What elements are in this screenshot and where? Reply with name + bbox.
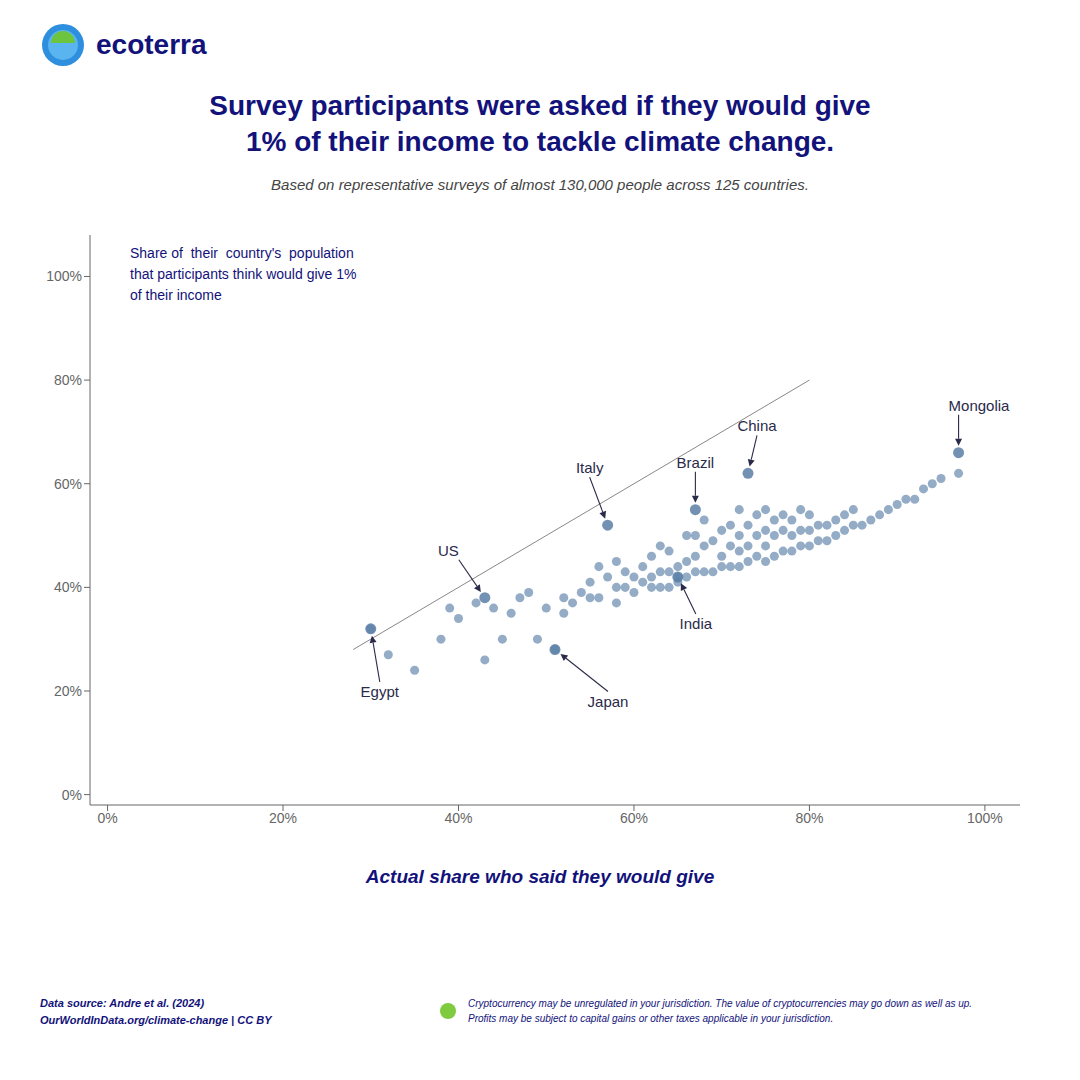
svg-text:0%: 0% (97, 810, 117, 826)
svg-text:India: India (680, 615, 713, 632)
svg-text:Mongolia: Mongolia (949, 397, 1011, 414)
svg-text:0%: 0% (62, 787, 82, 803)
svg-text:Egypt: Egypt (361, 683, 400, 700)
svg-text:20%: 20% (54, 683, 82, 699)
html-text:Survey participants were asked: Survey participants were asked if they w… (209, 90, 871, 158)
html-text:Data source: Andre et al. (202: Data source: Andre et al. (2024) OurWorl… (40, 997, 272, 1026)
svg-text:40%: 40% (54, 579, 82, 595)
svg-text:Italy: Italy (576, 459, 604, 476)
svg-text:20%: 20% (269, 810, 297, 826)
svg-text:80%: 80% (795, 810, 823, 826)
svg-text:100%: 100% (46, 268, 82, 284)
svg-text:80%: 80% (54, 372, 82, 388)
svg-text:Brazil: Brazil (677, 454, 715, 471)
svg-text:China: China (737, 417, 777, 434)
html-text:Actual share who said they wou: Actual share who said they would give (365, 866, 715, 887)
svg-text:60%: 60% (620, 810, 648, 826)
svg-text:100%: 100% (967, 810, 1003, 826)
html-text:Cryptocurrency may be unregula: Cryptocurrency may be unregulated in you… (468, 998, 973, 1024)
svg-text:Japan: Japan (588, 693, 629, 710)
html-text:Based on representative survey: Based on representative surveys of almos… (271, 176, 809, 193)
svg-text:40%: 40% (444, 810, 472, 826)
svg-text:60%: 60% (54, 476, 82, 492)
svg-text:US: US (438, 542, 459, 559)
html-text:ecoterra: ecoterra (96, 29, 207, 60)
html-text:Share of their country's popul: Share of their country's population that… (130, 245, 357, 303)
